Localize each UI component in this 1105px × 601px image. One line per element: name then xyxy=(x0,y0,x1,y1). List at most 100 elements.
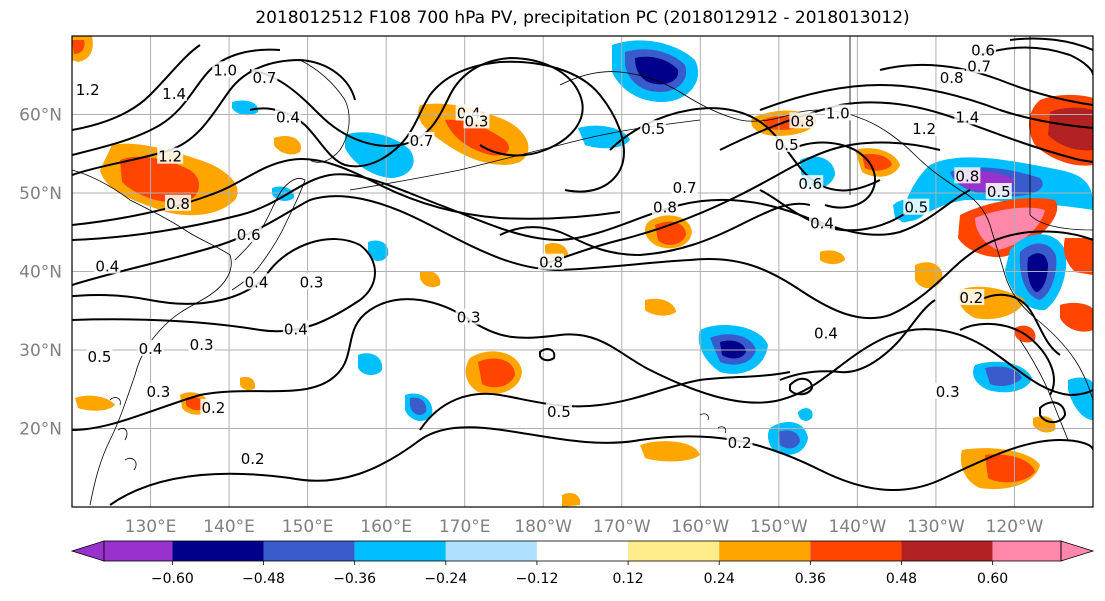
contour-label: 0.3 xyxy=(457,309,481,327)
colorbar-tick-label: 0.24 xyxy=(704,571,735,587)
pv-contour-lines xyxy=(72,37,1093,506)
pv-contour-0.4-loop xyxy=(72,195,1093,320)
lon-label: 140°W xyxy=(829,517,887,537)
contour-label-bg xyxy=(726,434,753,451)
contour-label-bg xyxy=(954,167,981,184)
contour-label-bg xyxy=(911,120,938,137)
colorbar-tick-label: −0.48 xyxy=(242,571,285,587)
contour-label-bg xyxy=(970,41,997,58)
pv-contour-small-loop-2 xyxy=(539,348,556,362)
contour-label: 0.5 xyxy=(775,136,799,154)
contour-label: 0.8 xyxy=(166,195,190,213)
contour-label-bg xyxy=(958,288,985,305)
colorbar-tick-label: −0.60 xyxy=(151,571,194,587)
contour-label-bg xyxy=(408,131,435,148)
coast-philippines-taiwan xyxy=(109,397,137,471)
pv-contour-0.4-se xyxy=(779,299,936,381)
precip-anomaly-negative-hawaii xyxy=(767,408,813,455)
contour-label-bg xyxy=(282,320,309,337)
lon-label: 130°E xyxy=(125,517,177,537)
contour-label: 0.5 xyxy=(547,403,571,421)
contour-label-bg xyxy=(985,183,1012,199)
contour-label: 0.7 xyxy=(410,132,434,150)
contour-label-bg xyxy=(797,175,824,192)
pv-contour-0.6-gulf xyxy=(789,141,876,209)
contour-label: 0.5 xyxy=(88,348,112,366)
contour-label-bg xyxy=(243,273,270,290)
contour-label: 1.4 xyxy=(955,108,979,126)
pv-contour-0.8-mid xyxy=(499,202,811,257)
lon-label: 170°W xyxy=(593,517,651,537)
lon-label: 170°E xyxy=(439,517,491,537)
pv-contour-0.5-south xyxy=(419,371,791,431)
pv-contour-0.7-ne xyxy=(979,46,1093,76)
pv-contour-0.2-south xyxy=(109,426,1093,506)
colorbar-tick-label: 0.60 xyxy=(977,571,1008,587)
lon-label: 160°E xyxy=(360,517,412,537)
colorbar-tick-label: 0.36 xyxy=(795,571,826,587)
contour-label: 1.2 xyxy=(912,120,936,138)
lon-label: 140°E xyxy=(203,517,255,537)
pv-contour-small-loop-3 xyxy=(1039,401,1067,424)
precip-anomaly-hawaii-east xyxy=(960,448,1040,490)
contour-label: 1.2 xyxy=(158,148,182,166)
colorbar-block xyxy=(172,541,264,561)
contour-label: 0.8 xyxy=(790,112,814,130)
precip-anomaly-northwest-corner xyxy=(72,36,93,62)
contour-label: 1.4 xyxy=(162,85,186,103)
contour-label: 0.3 xyxy=(190,336,214,354)
contour-label: 0.8 xyxy=(539,254,563,272)
contour-label: 0.2 xyxy=(241,450,265,468)
pv-contour-0.6-ne xyxy=(1009,37,1093,51)
map-frame xyxy=(71,35,1094,508)
contour-label-bg xyxy=(463,112,490,129)
precip-anomaly-bering-west xyxy=(418,103,529,165)
precip-anomaly-central-pacific-south xyxy=(465,351,522,395)
contour-label: 0.8 xyxy=(955,167,979,185)
coast-alaska xyxy=(559,71,861,122)
colorbar-block xyxy=(354,541,446,561)
lat-label: 60°N xyxy=(19,106,62,126)
contour-label: 0.2 xyxy=(201,399,225,417)
contour-label: 1.0 xyxy=(213,61,237,79)
pv-contour-labels: 1.2 1.4 1.0 0.7 0.4 1.2 0.8 0.6 0.4 0.4 0.3 0.4 0.5 0… xyxy=(74,41,1012,468)
pv-contour-0.5-gulf xyxy=(609,107,881,192)
colorbar-block xyxy=(536,541,629,561)
precip-colorbar: −0.60 −0.48 −0.36 −0.24 −0.12 0.12 0.24 0.36 0.4… xyxy=(70,540,1095,587)
longitude-labels: 130°E 140°E 150°E 160°E 170°E 180°W 170°W 160°W… xyxy=(125,517,1044,537)
pv-contour-0.4-mid xyxy=(72,238,376,333)
colorbar-tick-label: 0.12 xyxy=(612,571,643,587)
colorbar-block xyxy=(992,541,1061,561)
contour-label-bg xyxy=(671,179,698,196)
pv-contour-1.4-west xyxy=(72,44,201,131)
contour-label: 1.2 xyxy=(76,81,100,99)
contour-label: 0.4 xyxy=(139,340,163,358)
contour-label-bg xyxy=(809,214,836,231)
contour-label-bg xyxy=(94,257,121,274)
colorbar-extend-high xyxy=(1060,540,1095,562)
contour-label: 0.4 xyxy=(814,324,838,342)
colorbar-tick-label: −0.36 xyxy=(333,571,376,587)
contour-label-bg xyxy=(824,104,851,121)
contour-label: 0.4 xyxy=(284,320,308,338)
pv-contour-0.2-se xyxy=(979,293,1061,356)
coast-japan xyxy=(231,178,306,291)
contour-label-bg xyxy=(938,69,965,86)
colorbar-extend-low xyxy=(70,540,105,562)
colorbar-block xyxy=(901,541,993,561)
contour-label: 0.7 xyxy=(967,57,991,75)
pv-contour-0.5-mid xyxy=(72,173,971,242)
coast-baja xyxy=(1019,339,1069,441)
pv-contour-0.3-se xyxy=(959,322,1055,396)
lat-label: 40°N xyxy=(19,263,62,283)
contour-label: 0.3 xyxy=(146,383,170,401)
contour-label-bg xyxy=(966,57,993,74)
contour-label: 0.6 xyxy=(798,175,822,193)
contour-label-bg xyxy=(145,383,172,400)
contour-label-bg xyxy=(651,198,678,215)
contour-label: 0.5 xyxy=(987,183,1011,201)
contour-label: 0.7 xyxy=(673,179,697,197)
lon-label: 150°E xyxy=(282,517,334,537)
contour-label: 0.8 xyxy=(653,199,677,217)
